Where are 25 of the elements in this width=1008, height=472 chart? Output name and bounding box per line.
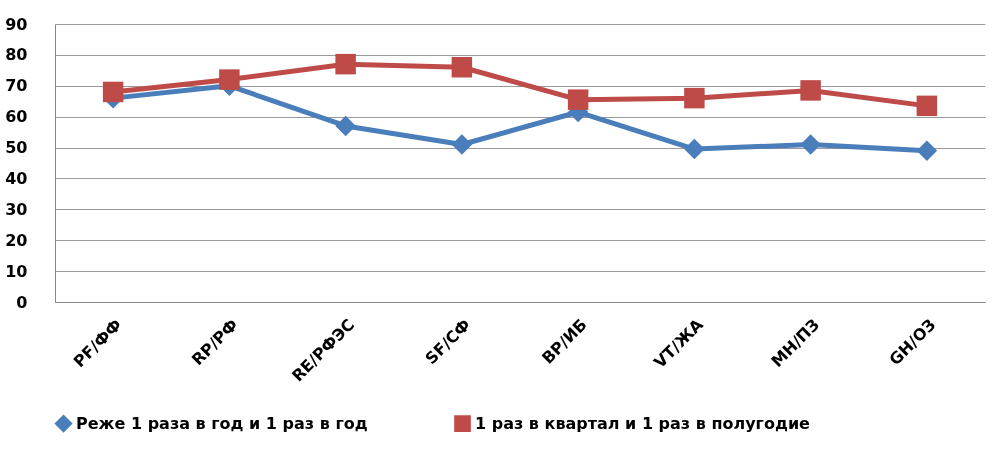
point — [451, 57, 473, 78]
y-tick-label: 80 — [5, 45, 28, 65]
y-tick-label: 40 — [5, 168, 28, 188]
point — [916, 140, 938, 161]
y-tick-label: 50 — [5, 138, 28, 158]
y-tick-label: 0 — [16, 292, 28, 312]
point — [335, 53, 356, 75]
point — [684, 138, 705, 160]
point — [451, 134, 473, 155]
point — [102, 81, 124, 103]
point — [684, 87, 705, 109]
legend-label: Реже 1 раза в год и 1 раз в год — [76, 413, 368, 433]
legend-label: 1 раз в квартал и 1 раз в полугодие — [475, 413, 811, 433]
point — [567, 89, 589, 110]
point — [916, 95, 938, 117]
y-tick-label: 10 — [5, 261, 28, 281]
point — [335, 115, 356, 137]
y-tick-label: 70 — [5, 76, 28, 96]
y-tick-label: 90 — [5, 14, 28, 34]
point — [800, 80, 821, 101]
point — [219, 69, 240, 90]
point — [800, 134, 821, 155]
y-tick-label: 30 — [5, 199, 28, 219]
y-tick-label: 60 — [5, 107, 28, 127]
y-tick-label: 20 — [5, 230, 28, 250]
